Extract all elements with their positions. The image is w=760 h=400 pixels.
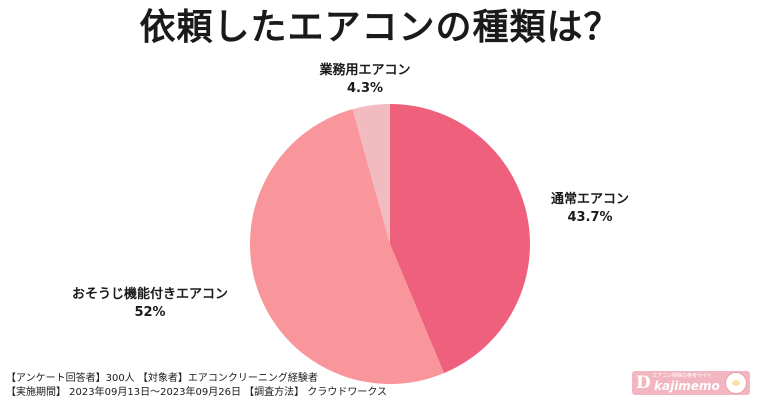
slice-value-regular: 43.7%	[567, 210, 613, 225]
slice-label-cleaning: おそうじ機能付きエアコン 52%	[50, 286, 250, 322]
pie-slice-cleaning	[249, 109, 444, 385]
slice-value-commercial: 4.3%	[346, 81, 384, 96]
chart-title: 依頼したエアコンの種類は？	[139, 7, 621, 48]
pie-slice-commercial	[352, 104, 390, 244]
sheep-mascot-icon	[725, 372, 747, 394]
slice-name-regular: 通常エアコン	[550, 192, 629, 207]
survey-info-line-1: 【アンケート回答者】300人 【対象者】エアコンクリーニング経験者	[6, 373, 318, 384]
slice-name-cleaning: おそうじ機能付きエアコン	[71, 287, 228, 302]
survey-info-line-2: 【実施期間】 2023年09月13日〜2023年09月26日 【調査方法】 クラ…	[6, 387, 388, 398]
logo-letter: D	[636, 373, 651, 393]
slice-value-cleaning: 52%	[134, 305, 166, 320]
slice-label-commercial: 業務用エアコン 4.3%	[300, 62, 430, 98]
slice-name-commercial: 業務用エアコン	[319, 63, 411, 78]
logo-tagline: エアコン掃除の参考サイト	[652, 373, 713, 379]
pie-slice-regular	[390, 104, 530, 374]
logo-text: kajimemo	[654, 379, 720, 393]
slice-label-regular: 通常エアコン 43.7%	[535, 191, 645, 227]
kajimemo-logo: D エアコン掃除の参考サイト kajimemo	[632, 371, 750, 395]
